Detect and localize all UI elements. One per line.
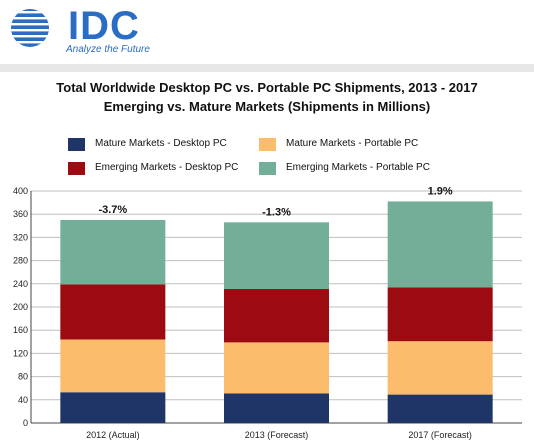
x-tick-label: 2013 (Forecast): [245, 430, 309, 440]
x-tick-label: 2012 (Actual): [86, 430, 140, 440]
legend-swatch: [259, 138, 276, 151]
legend-label: Mature Markets - Portable PC: [286, 138, 419, 149]
y-tick-label: 120: [13, 348, 28, 358]
legend-swatch: [259, 162, 276, 175]
growth-label: -1.3%: [262, 206, 291, 218]
legend-swatch: [68, 138, 85, 151]
bar-segment: [224, 289, 329, 343]
legend-swatch: [68, 162, 85, 175]
legend-label: Emerging Markets - Desktop PC: [95, 162, 239, 173]
y-tick-label: 280: [13, 256, 28, 266]
logo-tagline: Analyze the Future: [66, 44, 150, 55]
y-tick-label: 200: [13, 302, 28, 312]
chart-subtitle: Emerging vs. Mature Markets (Shipments i…: [103, 99, 431, 114]
y-tick-label: 240: [13, 279, 28, 289]
y-tick-label: 80: [18, 372, 28, 382]
legend-label: Emerging Markets - Portable PC: [286, 162, 430, 173]
y-tick-label: 320: [13, 232, 28, 242]
legend-label: Mature Markets - Desktop PC: [95, 138, 227, 149]
idc-logo: IDC Analyze the Future: [8, 4, 150, 56]
growth-label: -3.7%: [98, 204, 127, 216]
bar-segment: [60, 392, 166, 423]
globe-icon: [11, 9, 49, 47]
bar-segment: [60, 220, 166, 285]
y-tick-label: 400: [13, 186, 28, 196]
logo-text: IDC: [68, 4, 140, 48]
bar-segment: [387, 201, 493, 288]
bar-segment: [387, 341, 493, 395]
y-tick-label: 0: [23, 418, 28, 428]
bar-segment: [60, 284, 166, 340]
y-tick-label: 160: [13, 325, 28, 335]
header-divider: [0, 64, 534, 72]
bar-segment: [387, 394, 493, 423]
y-tick-label: 40: [18, 395, 28, 405]
y-tick-label: 360: [13, 209, 28, 219]
growth-label: 1.9%: [428, 185, 453, 197]
bar-segment: [224, 222, 329, 290]
bar-segment: [60, 339, 166, 393]
chart-title: Total Worldwide Desktop PC vs. Portable …: [56, 80, 478, 95]
bar-segment: [387, 287, 493, 342]
header: IDC Analyze the Future: [0, 0, 534, 74]
bar-segment: [224, 342, 329, 394]
x-tick-label: 2017 (Forecast): [408, 430, 472, 440]
bar-segment: [224, 393, 329, 423]
